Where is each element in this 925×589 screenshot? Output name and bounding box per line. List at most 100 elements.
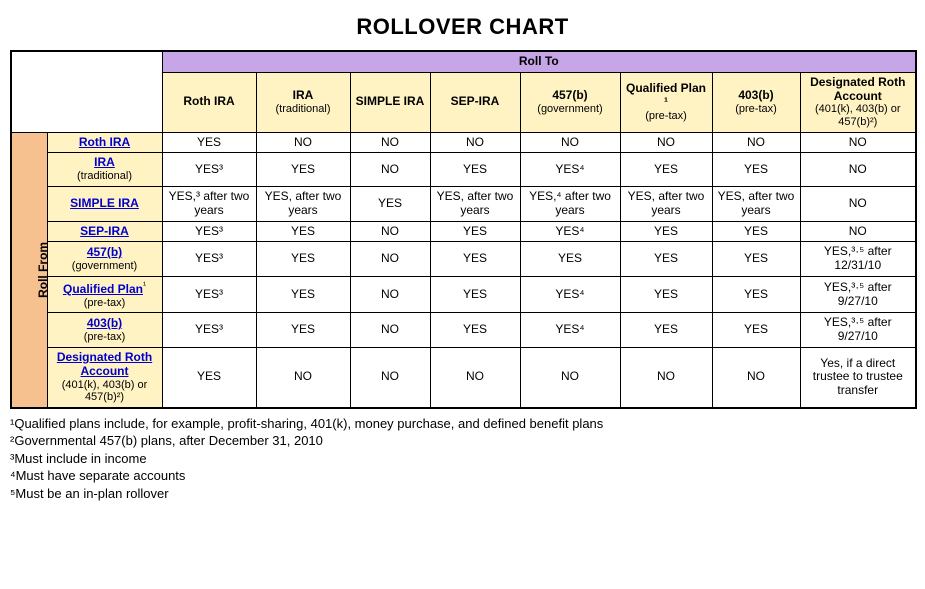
cell: YES — [430, 153, 520, 186]
footnote-5: ⁵Must be an in-plan rollover — [10, 485, 915, 503]
cell: YES³ — [162, 276, 256, 312]
row-header: IRA(traditional) — [47, 153, 162, 186]
footnote-3: ³Must include in income — [10, 450, 915, 468]
table-row: Designated Roth Account(401(k), 403(b) o… — [11, 347, 916, 407]
cell: YES — [256, 313, 350, 348]
table-row: SEP-IRAYES³YESNOYESYES⁴YESYESNO — [11, 221, 916, 242]
cell: YES³ — [162, 221, 256, 242]
page-title: ROLLOVER CHART — [10, 14, 915, 40]
cell: YES, after two years — [620, 186, 712, 221]
row-header-link[interactable]: IRA — [94, 155, 115, 169]
col-header-qualified-plan: Qualified Plan ¹(pre-tax) — [620, 72, 712, 132]
row-header: 403(b)(pre-tax) — [47, 313, 162, 348]
row-header-sub: (government) — [52, 260, 158, 273]
roll-from-header: Roll From — [11, 132, 47, 408]
cell: YES — [712, 276, 800, 312]
col-header-ira: IRA(traditional) — [256, 72, 350, 132]
table-row: SIMPLE IRAYES,³ after two yearsYES, afte… — [11, 186, 916, 221]
row-header: 457(b)(government) — [47, 242, 162, 277]
cell: YES — [620, 313, 712, 348]
cell: YES — [620, 153, 712, 186]
table-row: Qualified Plan¹(pre-tax)YES³YESNOYESYES⁴… — [11, 276, 916, 312]
cell: YES — [430, 221, 520, 242]
cell: YES — [620, 221, 712, 242]
cell: YES — [712, 221, 800, 242]
col-header-roth-ira: Roth IRA — [162, 72, 256, 132]
cell: NO — [520, 347, 620, 407]
cell: NO — [350, 132, 430, 153]
cell: NO — [350, 313, 430, 348]
cell: NO — [430, 132, 520, 153]
cell: YES — [256, 242, 350, 277]
table-row: Roll FromRoth IRAYESNONONONONONONO — [11, 132, 916, 153]
cell: NO — [800, 221, 916, 242]
cell: YES, after two years — [430, 186, 520, 221]
cell: NO — [350, 153, 430, 186]
row-header-link[interactable]: Roth IRA — [79, 135, 130, 149]
footnote-2: ²Governmental 457(b) plans, after Decemb… — [10, 432, 915, 450]
cell: YES⁴ — [520, 276, 620, 312]
cell: YES — [256, 221, 350, 242]
col-header-sep-ira: SEP-IRA — [430, 72, 520, 132]
cell: YES³ — [162, 313, 256, 348]
row-header: Qualified Plan¹(pre-tax) — [47, 276, 162, 312]
cell: YES,³ after two years — [162, 186, 256, 221]
table-row: IRA(traditional)YES³YESNOYESYES⁴YESYESNO — [11, 153, 916, 186]
row-header-sub: (401(k), 403(b) or 457(b)²) — [52, 379, 158, 404]
table-body: Roll FromRoth IRAYESNONONONONONONOIRA(tr… — [11, 132, 916, 408]
cell: YES,³·⁵ after 9/27/10 — [800, 313, 916, 348]
col-header-designated-roth: Designated Roth Account(401(k), 403(b) o… — [800, 72, 916, 132]
cell: YES — [350, 186, 430, 221]
row-header-sub: (traditional) — [52, 170, 158, 183]
cell: YES — [430, 242, 520, 277]
cell: NO — [256, 347, 350, 407]
table-row: 457(b)(government)YES³YESNOYESYESYESYESY… — [11, 242, 916, 277]
cell: NO — [800, 153, 916, 186]
row-header-link[interactable]: Designated Roth Account — [57, 350, 152, 378]
footnote-4: ⁴Must have separate accounts — [10, 467, 915, 485]
row-header-link[interactable]: 403(b) — [87, 316, 122, 330]
col-header-457b: 457(b)(government) — [520, 72, 620, 132]
cell: NO — [712, 132, 800, 153]
row-header: SIMPLE IRA — [47, 186, 162, 221]
cell: YES — [256, 153, 350, 186]
cell: YES³ — [162, 242, 256, 277]
cell: YES, after two years — [256, 186, 350, 221]
cell: Yes, if a direct trustee to trustee tran… — [800, 347, 916, 407]
cell: YES,³·⁵ after 9/27/10 — [800, 276, 916, 312]
cell: YES — [430, 313, 520, 348]
row-header: SEP-IRA — [47, 221, 162, 242]
cell: NO — [350, 347, 430, 407]
cell: NO — [256, 132, 350, 153]
row-header: Roth IRA — [47, 132, 162, 153]
row-header-link[interactable]: 457(b) — [87, 245, 122, 259]
row-header-link[interactable]: SIMPLE IRA — [70, 196, 139, 210]
cell: YES,³·⁵ after 12/31/10 — [800, 242, 916, 277]
roll-to-header: Roll To — [162, 51, 916, 72]
cell: YES⁴ — [520, 221, 620, 242]
cell: NO — [350, 242, 430, 277]
footnote-1: ¹Qualified plans include, for example, p… — [10, 415, 915, 433]
col-header-403b: 403(b)(pre-tax) — [712, 72, 800, 132]
cell: YES — [620, 242, 712, 277]
cell: NO — [800, 132, 916, 153]
cell: YES,⁴ after two years — [520, 186, 620, 221]
table-row: 403(b)(pre-tax)YES³YESNOYESYES⁴YESYESYES… — [11, 313, 916, 348]
row-header-link[interactable]: SEP-IRA — [80, 224, 129, 238]
cell: NO — [712, 347, 800, 407]
cell: YES — [712, 153, 800, 186]
cell: YES⁴ — [520, 313, 620, 348]
col-header-simple-ira: SIMPLE IRA — [350, 72, 430, 132]
cell: NO — [350, 221, 430, 242]
cell: YES — [162, 347, 256, 407]
cell: YES — [520, 242, 620, 277]
cell: NO — [350, 276, 430, 312]
row-header-sub: (pre-tax) — [52, 331, 158, 344]
cell: YES — [162, 132, 256, 153]
cell: YES — [620, 276, 712, 312]
row-header: Designated Roth Account(401(k), 403(b) o… — [47, 347, 162, 407]
cell: NO — [800, 186, 916, 221]
cell: NO — [520, 132, 620, 153]
row-header-link[interactable]: Qualified Plan — [63, 282, 143, 296]
cell: YES — [256, 276, 350, 312]
